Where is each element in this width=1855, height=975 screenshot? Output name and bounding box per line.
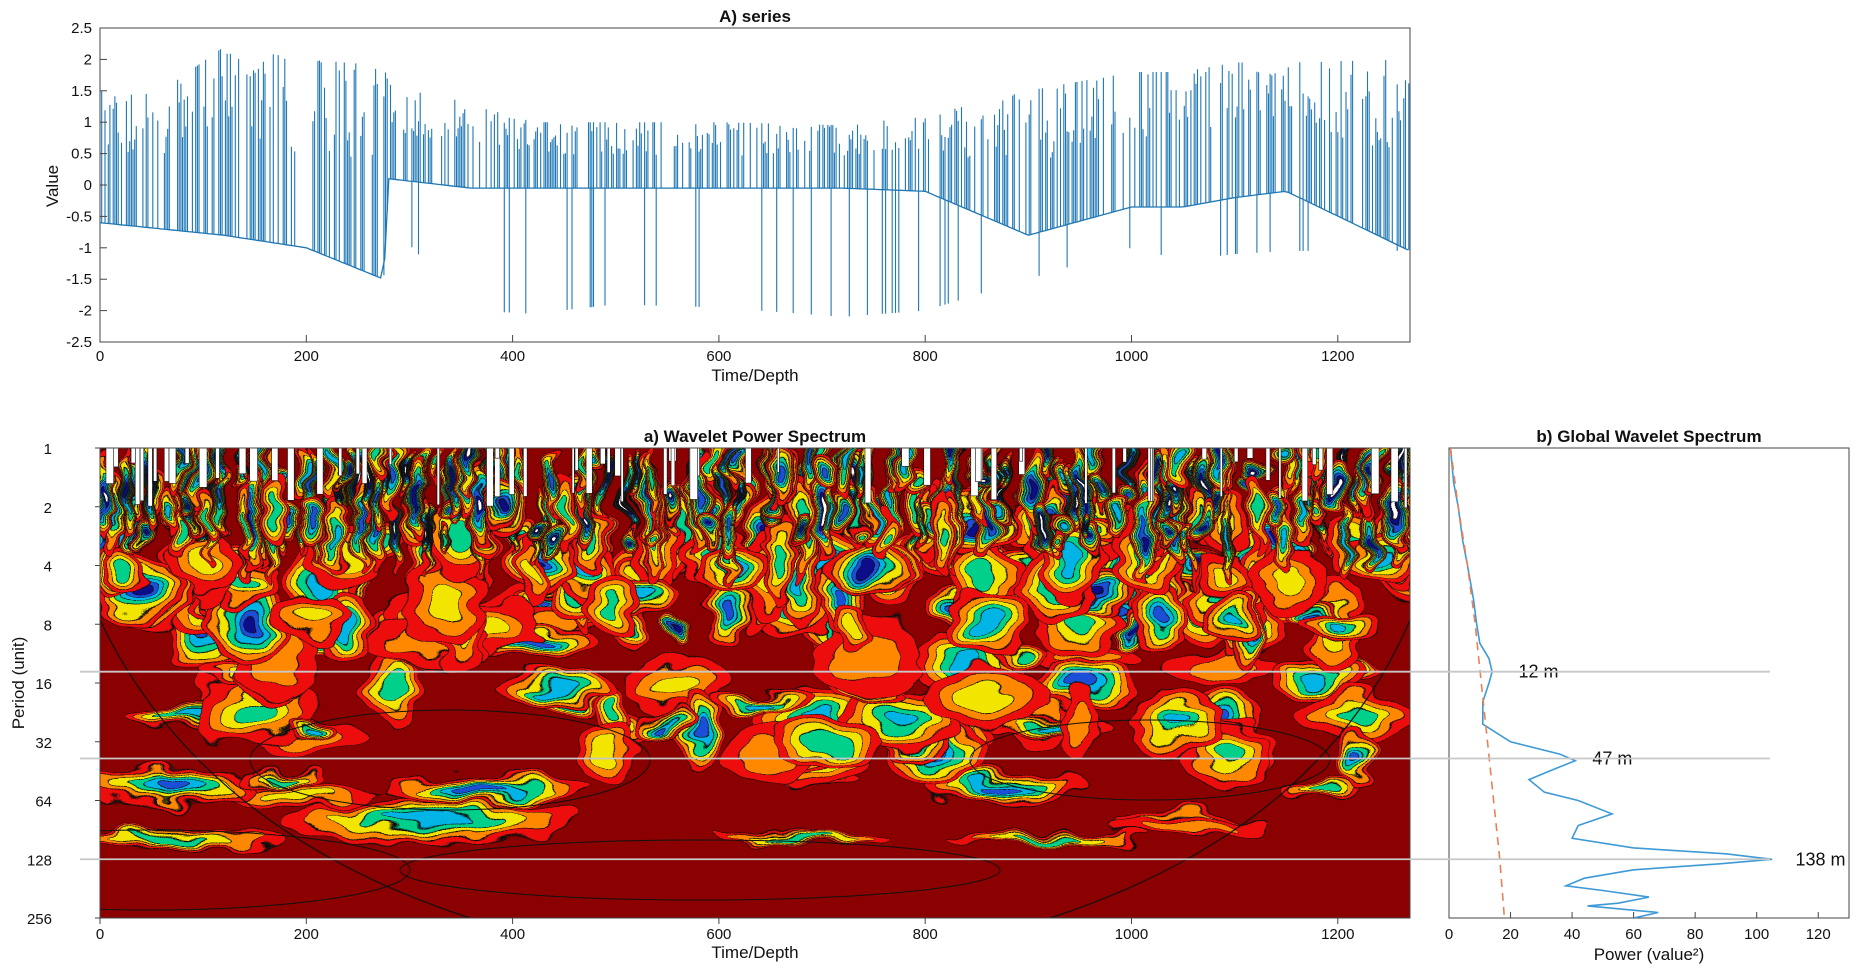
global-spectrum-line — [1449, 448, 1773, 918]
global-title: b) Global Wavelet Spectrum — [1536, 427, 1761, 446]
global-marks — [1449, 448, 1773, 918]
series-plot-area — [99, 27, 1411, 343]
global-x-ticks: 0 20 40 60 80 100 120 — [1445, 912, 1831, 943]
cone-of-influence — [100, 619, 1410, 918]
global-significance-line — [1449, 448, 1506, 918]
series-y-tick-label: -2 — [79, 303, 92, 320]
global-x-tick-label: 80 — [1687, 926, 1704, 943]
series-baseline — [100, 177, 1409, 279]
wavelet-x-tick-label: 200 — [294, 926, 319, 943]
global-panel: b) Global Wavelet Spectrum 0 20 40 60 80 100 1… — [1445, 427, 1850, 964]
highlight-lines — [80, 670, 1770, 861]
global-x-label: Power (value²) — [1594, 945, 1705, 964]
wavelet-y-tick-label: 64 — [35, 794, 52, 811]
wavelet-y-tick-label: 4 — [44, 559, 52, 576]
wavelet-x-ticks: 0 200 400 600 800 1000 1200 — [96, 918, 1354, 943]
series-panel: A) series 0 200 400 600 800 1000 1200 2.5 2 1.5 1… — [43, 7, 1411, 385]
global-x-tick-label: 100 — [1744, 926, 1769, 943]
series-marks — [100, 49, 1410, 317]
series-x-tick-label: 400 — [500, 348, 525, 365]
wavelet-y-ticks: 1 2 4 8 16 32 64 128 256 — [27, 441, 100, 928]
wavelet-y-tick-label: 2 — [44, 500, 52, 517]
global-x-tick-label: 0 — [1445, 926, 1453, 943]
wavelet-heatmap — [100, 448, 1410, 918]
series-line — [101, 49, 1410, 317]
wavelet-y-label: Period (unit) — [9, 637, 28, 730]
series-y-tick-label: 0.5 — [71, 146, 92, 163]
wavelet-title: a) Wavelet Power Spectrum — [644, 427, 866, 446]
global-x-tick-label: 20 — [1502, 926, 1519, 943]
wavelet-x-tick-label: 600 — [706, 926, 731, 943]
wavelet-y-tick-label: 8 — [44, 617, 52, 634]
series-y-tick-label: -1 — [79, 240, 92, 257]
wavelet-x-label: Time/Depth — [711, 943, 798, 962]
series-y-tick-label: -1.5 — [66, 271, 92, 288]
wavelet-x-tick-label: 1000 — [1115, 926, 1148, 943]
series-x-tick-label: 1000 — [1115, 348, 1148, 365]
wavelet-x-tick-label: 400 — [500, 926, 525, 943]
series-y-tick-label: 1 — [84, 114, 92, 131]
global-x-tick-label: 40 — [1564, 926, 1581, 943]
series-y-tick-label: 2.5 — [71, 20, 92, 37]
wavelet-x-tick-label: 0 — [96, 926, 104, 943]
series-y-tick-label: -0.5 — [66, 208, 92, 225]
series-x-tick-label: 200 — [294, 348, 319, 365]
series-y-tick-label: 2 — [84, 51, 92, 68]
wavelet-x-tick-label: 800 — [913, 926, 938, 943]
series-x-tick-label: 0 — [96, 348, 104, 365]
wavelet-y-tick-label: 256 — [27, 911, 52, 928]
wavelet-y-tick-label: 1 — [44, 441, 52, 458]
series-x-tick-label: 800 — [913, 348, 938, 365]
series-title: A) series — [719, 7, 791, 26]
series-y-ticks: 2.5 2 1.5 1 0.5 0 -0.5 -1 -1.5 -2 -2.5 — [66, 20, 107, 351]
series-x-tick-label: 600 — [706, 348, 731, 365]
series-y-tick-label: 0 — [84, 177, 92, 194]
series-x-tick-label: 1200 — [1321, 348, 1354, 365]
global-plot-area — [1448, 447, 1850, 919]
peak-annotation: 138 m — [1795, 849, 1845, 869]
global-x-tick-label: 120 — [1806, 926, 1831, 943]
series-x-label: Time/Depth — [711, 366, 798, 385]
wavelet-panel: a) Wavelet Power Spectrum 0 200 400 600 800 1… — [9, 427, 1411, 962]
series-y-label: Value — [43, 165, 62, 207]
series-y-tick-label: 1.5 — [71, 83, 92, 100]
wavelet-x-tick-label: 1200 — [1321, 926, 1354, 943]
wavelet-y-tick-label: 16 — [35, 676, 52, 693]
wavelet-y-tick-label: 128 — [27, 852, 52, 869]
series-y-tick-label: -2.5 — [66, 334, 92, 351]
global-x-tick-label: 60 — [1625, 926, 1642, 943]
series-x-ticks: 0 200 400 600 800 1000 1200 — [96, 335, 1354, 365]
wavelet-y-tick-label: 32 — [35, 735, 52, 752]
